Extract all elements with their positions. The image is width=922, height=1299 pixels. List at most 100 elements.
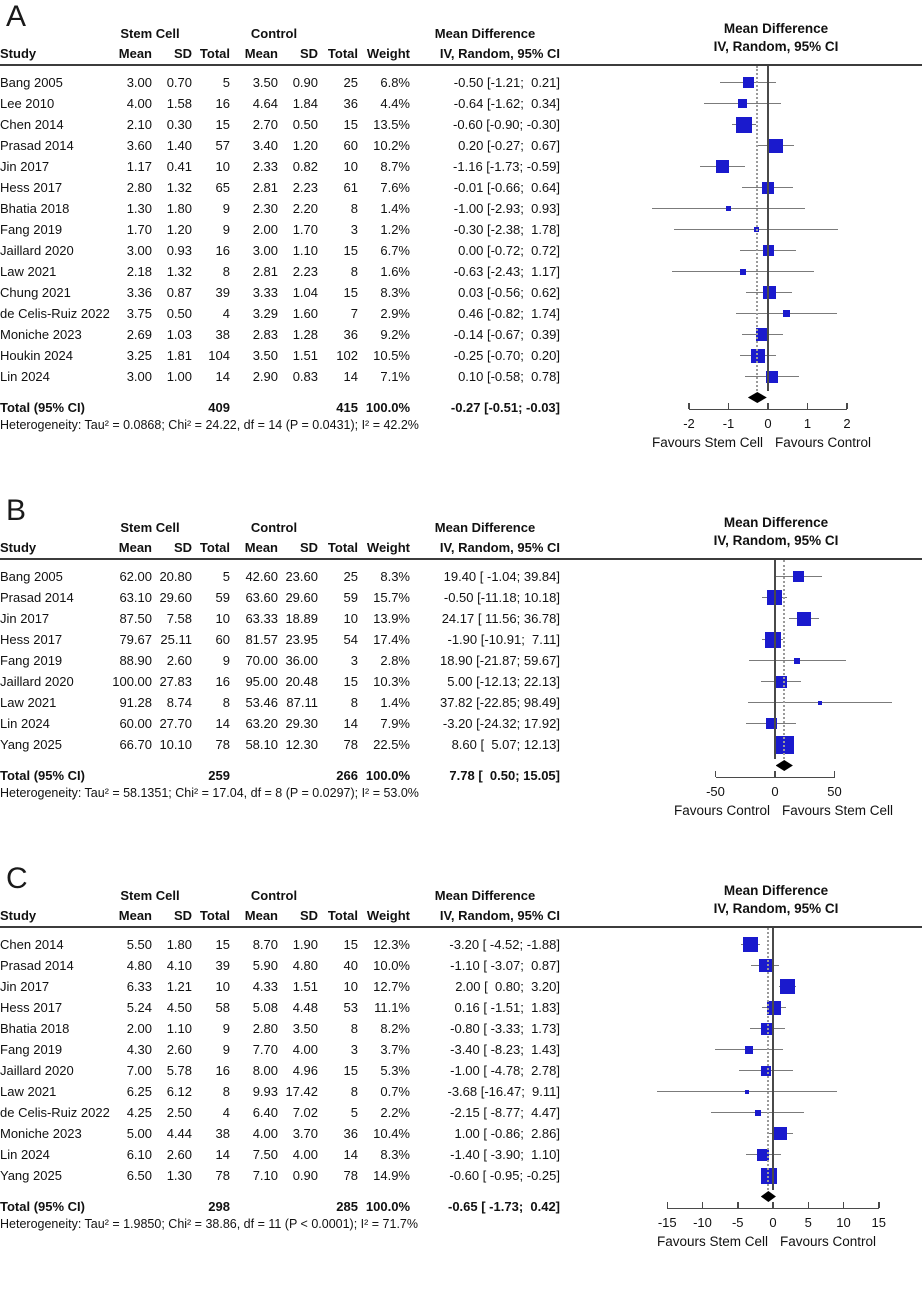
group-header-stem-cell: Stem Cell xyxy=(120,26,180,41)
mean2-cell: 2.80 xyxy=(252,1021,278,1036)
header-rule xyxy=(0,926,922,928)
n2-cell: 53 xyxy=(343,1000,358,1015)
pooled-diamond xyxy=(775,760,793,771)
ci-cell: IV, Random, 95% CI xyxy=(439,540,560,555)
mean1-cell: 3.75 xyxy=(126,306,152,321)
effect-square xyxy=(773,1127,787,1140)
study-name: Fang 2019 xyxy=(0,1042,63,1057)
study-row: Bang 2005 62.00 20.80 5 42.60 23.60 25 8.3% 19.4… xyxy=(0,566,572,587)
mean2-cell: 70.00 xyxy=(245,653,278,668)
weight-cell: 8.3% xyxy=(380,569,410,584)
sd2-cell: SD xyxy=(299,540,318,555)
n2-cell: 15 xyxy=(343,285,358,300)
sd2-cell xyxy=(278,765,318,786)
effect-square xyxy=(758,959,772,972)
n2-cell: Total xyxy=(327,908,358,923)
weight-cell: 3.7% xyxy=(380,1042,410,1057)
n2-cell: 36 xyxy=(343,327,358,342)
n1-cell: Total xyxy=(199,46,230,61)
weight-cell: 8.3% xyxy=(380,285,410,300)
axis-tick xyxy=(772,1201,774,1208)
axis-tick xyxy=(807,1201,809,1208)
n1-cell: 38 xyxy=(215,1126,230,1141)
study-row: Bang 2005 3.00 0.70 5 3.50 0.90 25 6.8% -0.50 [-… xyxy=(0,72,572,93)
axis-tick xyxy=(688,402,690,409)
effect-square xyxy=(760,1065,771,1076)
sd1-cell: 4.44 xyxy=(166,1126,192,1141)
n1-cell: 8 xyxy=(222,264,230,279)
n2-cell: 8 xyxy=(350,1084,358,1099)
weight-cell: 7.6% xyxy=(380,180,410,195)
mean1-cell: Mean xyxy=(118,46,152,61)
mean1-cell: 4.00 xyxy=(126,96,152,111)
effect-square xyxy=(757,1148,770,1161)
study-name: Prasad 2014 xyxy=(0,958,74,973)
effect-square xyxy=(754,1109,761,1116)
study-row: Law 2021 2.18 1.32 8 2.81 2.23 8 1.6% -0.63 [-2.… xyxy=(0,261,572,282)
mean1-cell: 6.33 xyxy=(126,979,152,994)
total-row: Total (95% CI) 409 415 100.0% -0.27 [-0.51; … xyxy=(0,397,572,418)
mean2-cell: 5.08 xyxy=(252,1000,278,1015)
ci-cell: -0.80 [ -3.33; 1.73] xyxy=(450,1021,560,1036)
ci-cell: 8.60 [ 5.07; 12.13] xyxy=(447,737,560,752)
study-row: Jin 2017 1.17 0.41 10 2.33 0.82 10 8.7% -1.16 [-… xyxy=(0,156,572,177)
n2-cell: 14 xyxy=(343,1147,358,1162)
study-row: Fang 2019 1.70 1.20 9 2.00 1.70 3 1.2% -0.30 [-2… xyxy=(0,219,572,240)
ci-cell: -3.68 [-16.47; 9.11] xyxy=(447,1084,561,1099)
mean2-cell: 63.33 xyxy=(245,611,278,626)
ci-cell: IV, Random, 95% CI xyxy=(439,908,560,923)
mean2-cell: 8.00 xyxy=(252,1063,278,1078)
ci-cell: 0.16 [ -1.51; 1.83] xyxy=(450,1000,560,1015)
study-name: Yang 2025 xyxy=(0,1168,62,1183)
weight-cell: 2.9% xyxy=(380,306,410,321)
effect-square xyxy=(767,1000,782,1015)
n2-cell: 14 xyxy=(343,369,358,384)
total-row: Total (95% CI) 298 285 100.0% -0.65 [ -1.73;… xyxy=(0,1196,572,1217)
axis-tick-label: -15 xyxy=(657,1214,677,1230)
zero-line xyxy=(767,66,769,391)
mean1-cell: 2.00 xyxy=(126,1021,152,1036)
mean2-cell: 63.20 xyxy=(245,716,278,731)
study-name: Study xyxy=(0,908,37,923)
plot-header-line1: Mean Difference xyxy=(723,883,829,898)
n2-cell: 285 xyxy=(336,1199,358,1214)
weight-cell: 6.7% xyxy=(380,243,410,258)
ci-cell: -2.15 [ -8.77; 4.47] xyxy=(450,1105,560,1120)
study-name: Study xyxy=(0,540,37,555)
mean2-cell: Mean xyxy=(244,540,278,555)
mean1-cell: 63.10 xyxy=(119,590,152,605)
n2-cell: 3 xyxy=(350,653,358,668)
mean1-cell: 2.18 xyxy=(126,264,152,279)
n1-cell: 259 xyxy=(208,768,230,783)
n2-cell: 15 xyxy=(343,674,358,689)
panel-label-A: A xyxy=(6,0,27,33)
forest-plot-A: Mean Difference IV, Random, 95% CI -2 -1 0 1 2… xyxy=(630,6,922,455)
ci-cell: 19.40 [ -1.04; 39.84] xyxy=(443,569,560,584)
sd2-cell: 3.50 xyxy=(292,1021,318,1036)
mean2-cell xyxy=(230,765,278,786)
n2-cell: Total xyxy=(327,46,358,61)
sd1-cell: 27.70 xyxy=(159,716,192,731)
axis-tick-label: -10 xyxy=(693,1214,712,1230)
ci-cell: 0.20 [-0.27; 0.67] xyxy=(454,138,560,153)
sd1-cell: 4.50 xyxy=(166,1000,192,1015)
n1-cell: 16 xyxy=(215,674,230,689)
ci-cell: -1.40 [ -3.90; 1.10] xyxy=(450,1147,560,1162)
mean2-cell xyxy=(230,397,278,418)
mean1-cell: Mean xyxy=(118,540,152,555)
weight-cell: 10.0% xyxy=(373,958,410,973)
weight-cell: 12.3% xyxy=(373,937,410,952)
weight-cell: 100.0% xyxy=(365,400,410,415)
sd2-cell: 23.60 xyxy=(285,569,318,584)
sd1-cell: 2.50 xyxy=(166,1105,192,1120)
sd1-cell: 8.74 xyxy=(166,695,192,710)
study-name: Study xyxy=(0,46,37,61)
forest-plot-C: Mean Difference IV, Random, 95% CI -15 -10 -… xyxy=(630,868,922,1254)
mean2-cell: 2.81 xyxy=(252,264,278,279)
group-header-control: Control xyxy=(250,26,298,41)
n2-cell: 36 xyxy=(343,96,358,111)
study-name: Hess 2017 xyxy=(0,180,63,195)
mean1-cell xyxy=(108,765,152,786)
mean1-cell: 5.50 xyxy=(126,937,152,952)
weight-cell: 15.7% xyxy=(373,590,410,605)
